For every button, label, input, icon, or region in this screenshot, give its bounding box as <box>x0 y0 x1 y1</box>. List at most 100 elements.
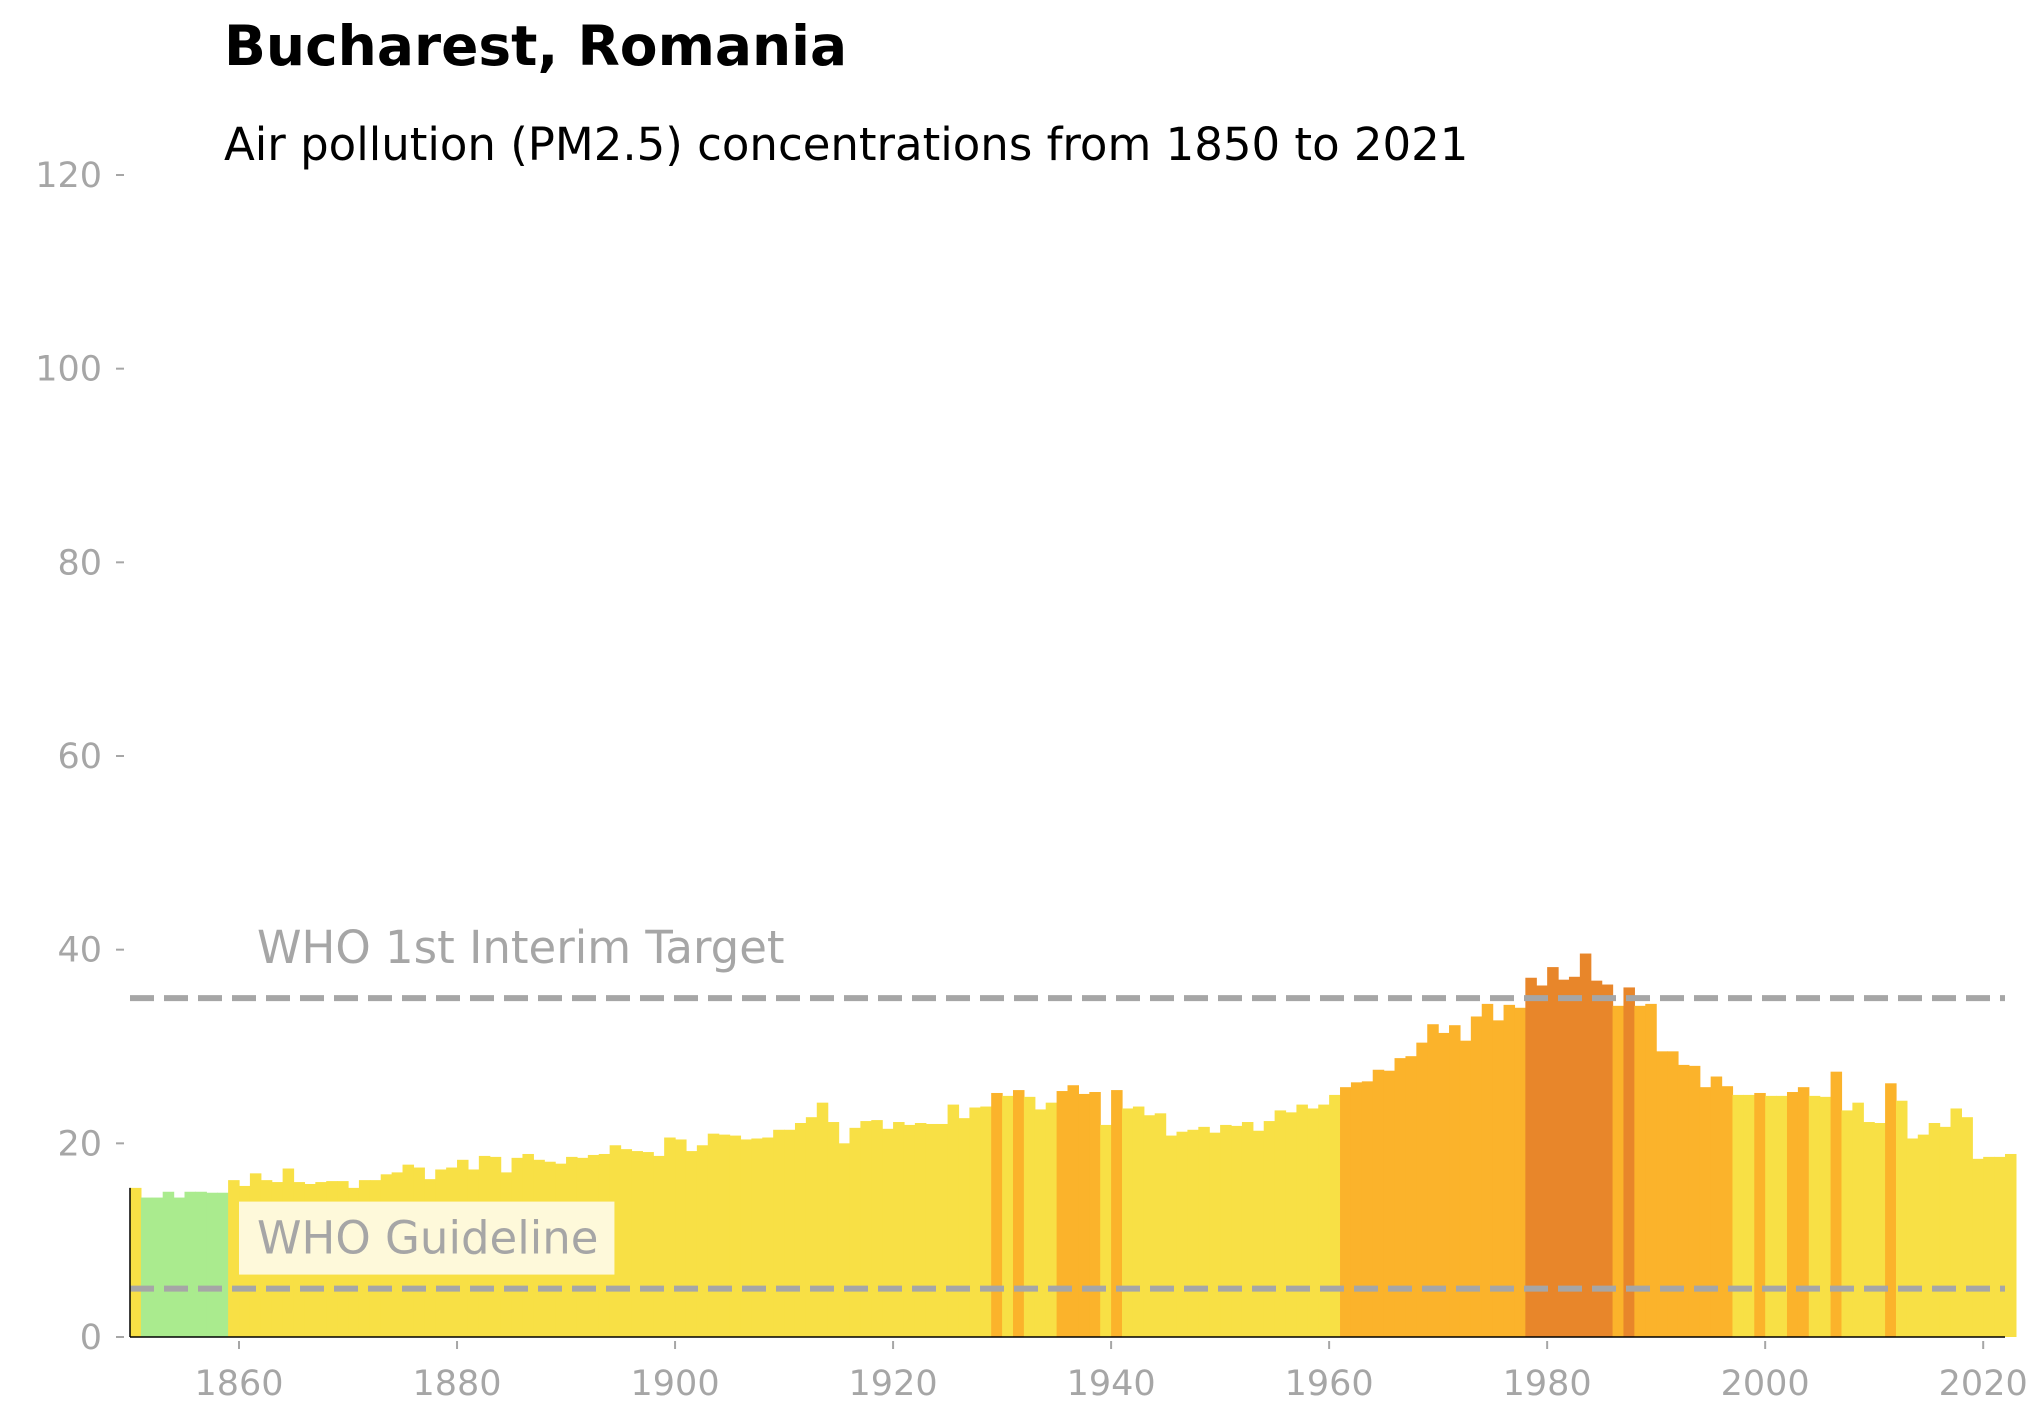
bar-1932 <box>1023 1096 1036 1337</box>
bar-1899 <box>664 1137 676 1337</box>
bar-1903 <box>707 1133 720 1337</box>
bar-1910 <box>784 1129 796 1337</box>
reference-line-label-0: WHO 1st Interim Target <box>257 921 785 974</box>
bar-2012 <box>1895 1100 1908 1337</box>
bar-1986 <box>1612 1005 1625 1337</box>
bar-2002 <box>1786 1092 1799 1337</box>
bar-1937 <box>1078 1093 1090 1337</box>
bar-2006 <box>1830 1071 1843 1337</box>
bar-1853 <box>162 1191 175 1337</box>
bar-1911 <box>794 1123 807 1337</box>
bar-1858 <box>217 1192 229 1337</box>
y-tick-label-40: 40 <box>57 931 102 971</box>
bar-2021 <box>1994 1156 2006 1337</box>
bar-1979 <box>1536 985 1548 1337</box>
bar-2013 <box>1906 1138 1919 1337</box>
bar-1924 <box>936 1123 949 1337</box>
x-tick-label-1880: 1880 <box>412 1364 501 1404</box>
bar-1940 <box>1111 1090 1123 1337</box>
bar-1977 <box>1514 1007 1526 1337</box>
bar-1999 <box>1754 1092 1766 1337</box>
bar-1995 <box>1710 1076 1723 1337</box>
bar-1961 <box>1340 1087 1352 1337</box>
y-tick-label-60: 60 <box>57 737 102 777</box>
bar-1994 <box>1699 1087 1712 1337</box>
bar-1996 <box>1721 1086 1734 1337</box>
bar-1973 <box>1470 1016 1483 1337</box>
bar-1984 <box>1590 980 1603 1337</box>
bar-1966 <box>1394 1058 1407 1337</box>
bar-1912 <box>805 1117 818 1337</box>
bar-1963 <box>1361 1081 1374 1337</box>
bar-2015 <box>1928 1123 1941 1337</box>
bar-2011 <box>1885 1083 1897 1337</box>
bar-1851 <box>140 1197 153 1337</box>
bar-1952 <box>1241 1122 1254 1337</box>
bar-2001 <box>1776 1095 1788 1337</box>
bar-1913 <box>816 1102 829 1337</box>
bar-2004 <box>1808 1095 1821 1337</box>
bar-1941 <box>1122 1108 1134 1337</box>
bar-1930 <box>1002 1095 1014 1337</box>
bar-2008 <box>1852 1102 1864 1337</box>
bar-1958 <box>1307 1108 1319 1337</box>
bar-1898 <box>653 1155 665 1337</box>
bar-2003 <box>1797 1087 1810 1337</box>
reference-line-label-background-0 <box>239 911 801 985</box>
y-tick-label-80: 80 <box>57 543 102 583</box>
bar-1953 <box>1252 1130 1265 1337</box>
bar-2005 <box>1819 1096 1832 1337</box>
axes: 0 20 40 60 80 100 120 1860 1880 1900 1920 1940 1960 1… <box>35 156 2028 1404</box>
bar-1929 <box>991 1092 1003 1337</box>
bar-1993 <box>1688 1065 1701 1337</box>
bar-1901 <box>685 1151 698 1337</box>
bar-1915 <box>838 1143 851 1337</box>
bar-1980 <box>1547 967 1559 1337</box>
bar-1992 <box>1677 1064 1690 1337</box>
bar-1967 <box>1405 1056 1417 1337</box>
bar-1956 <box>1285 1112 1298 1337</box>
bar-1916 <box>849 1127 861 1337</box>
bar-1895 <box>620 1149 633 1337</box>
bar-1955 <box>1274 1110 1287 1337</box>
bar-1997 <box>1732 1094 1744 1337</box>
bar-1998 <box>1743 1094 1755 1337</box>
reference-line-label-background-1 <box>239 1201 615 1275</box>
bar-1989 <box>1645 1003 1657 1337</box>
bar-1959 <box>1318 1104 1330 1337</box>
bar-1917 <box>860 1121 872 1337</box>
bar-2020 <box>1983 1156 1995 1337</box>
bar-1936 <box>1067 1085 1079 1337</box>
y-tick-label-0: 0 <box>80 1318 102 1358</box>
x-tick-label-1940: 1940 <box>1067 1364 1156 1404</box>
bar-1852 <box>151 1197 164 1337</box>
bar-1981 <box>1558 979 1570 1337</box>
bar-1856 <box>195 1191 207 1337</box>
bar-2018 <box>1961 1117 1973 1337</box>
bar-1919 <box>882 1128 894 1337</box>
bar-1926 <box>958 1118 970 1337</box>
bar-1990 <box>1656 1051 1668 1337</box>
bar-1939 <box>1100 1124 1112 1337</box>
bar-1947 <box>1187 1129 1199 1337</box>
x-tick-label-1980: 1980 <box>1503 1364 1592 1404</box>
chart-title: Bucharest, Romania <box>224 14 848 78</box>
bar-2007 <box>1841 1110 1853 1337</box>
bar-1928 <box>980 1106 992 1337</box>
bar-1850 <box>130 1187 142 1337</box>
bar-2009 <box>1863 1122 1875 1337</box>
bar-1925 <box>947 1104 960 1337</box>
bar-1900 <box>675 1139 687 1337</box>
y-tick-label-100: 100 <box>35 350 102 390</box>
bar-1855 <box>184 1191 197 1337</box>
bar-1969 <box>1427 1024 1439 1337</box>
bar-1949 <box>1209 1132 1221 1337</box>
bar-2014 <box>1917 1134 1930 1337</box>
reference-line-label-1: WHO Guideline <box>257 1212 598 1265</box>
bar-1918 <box>871 1120 883 1337</box>
bar-1933 <box>1034 1109 1047 1337</box>
bar-1964 <box>1372 1069 1385 1337</box>
bar-1897 <box>642 1152 654 1337</box>
bar-1927 <box>969 1107 981 1337</box>
